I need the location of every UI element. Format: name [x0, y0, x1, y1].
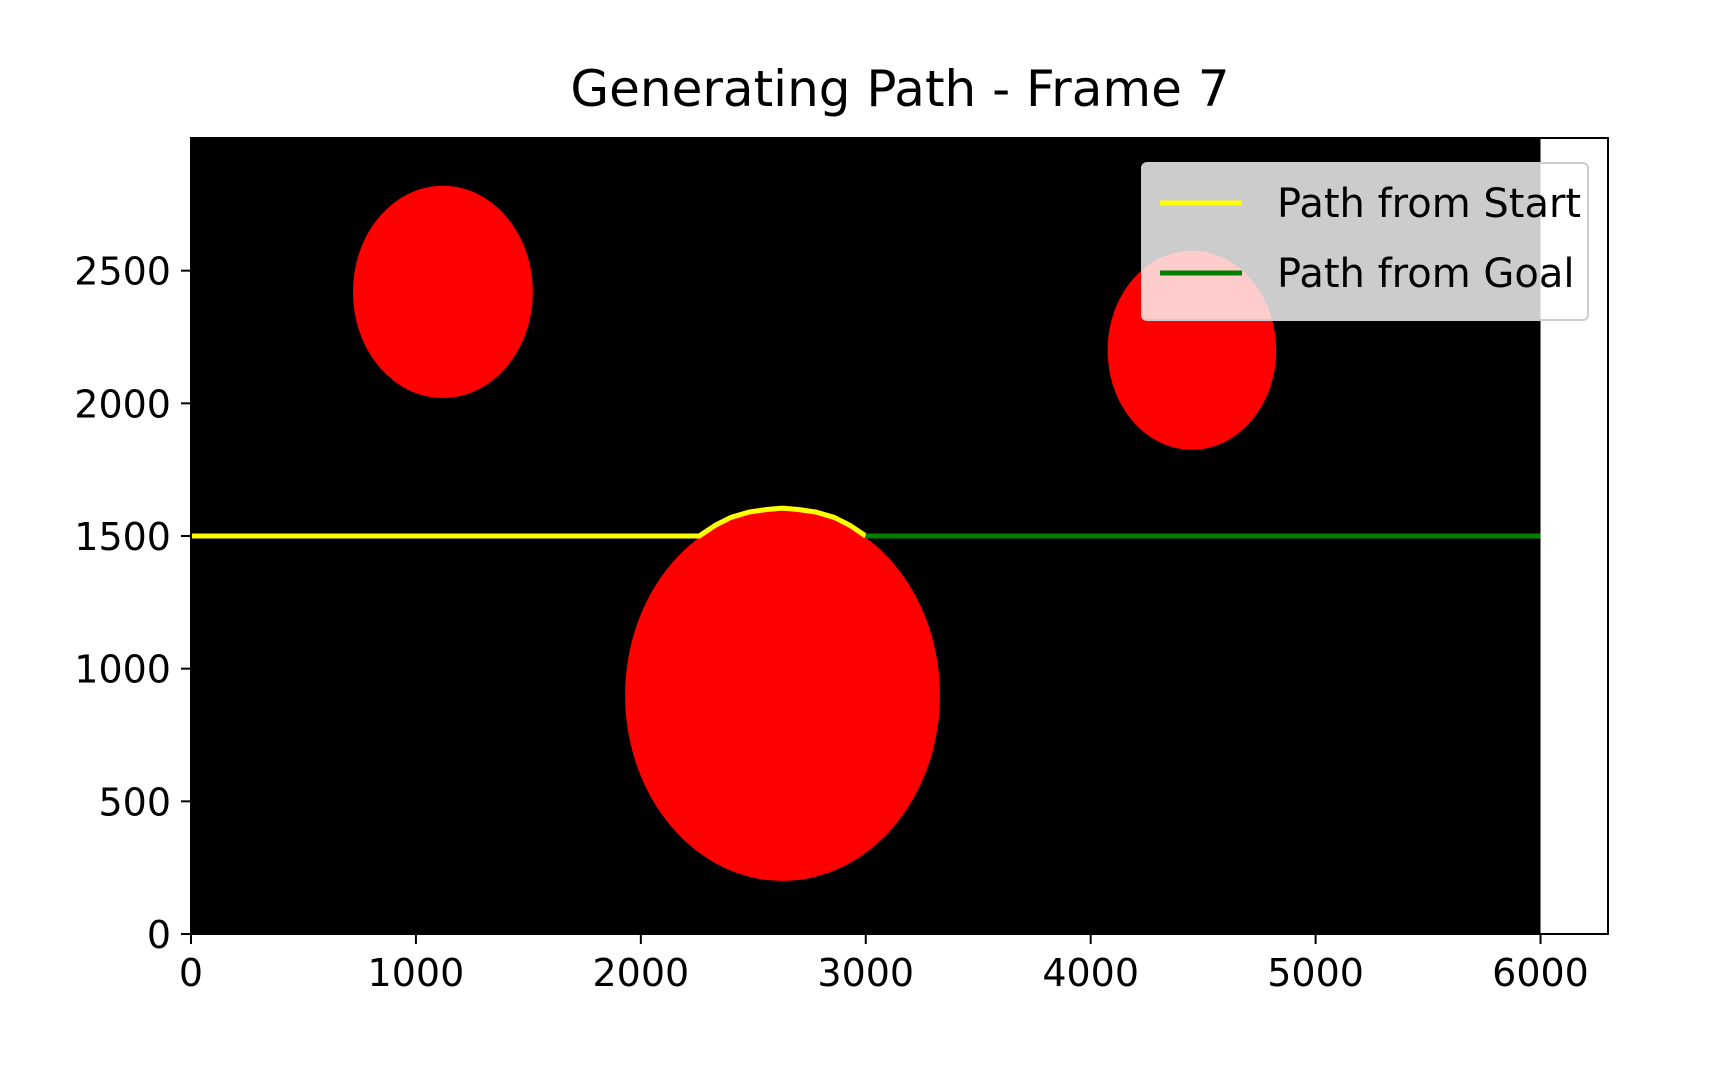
- legend-box: [1141, 162, 1589, 321]
- legend-label-1: Path from Start: [1277, 181, 1581, 227]
- x-axis: 0 1000 2000 3000 4000 5000 6000: [179, 934, 1589, 995]
- x-tick-label: 3000: [817, 951, 914, 995]
- x-tick-label: 5000: [1267, 951, 1364, 995]
- x-tick-label: 6000: [1492, 951, 1589, 995]
- chart-title: Generating Path - Frame 7: [570, 60, 1229, 118]
- y-tick-label: 2000: [74, 382, 171, 426]
- x-tick-label: 2000: [592, 951, 689, 995]
- obstacle-3: [625, 509, 940, 881]
- y-tick-label: 500: [98, 780, 171, 824]
- y-tick-label: 1000: [74, 648, 171, 692]
- x-tick-label: 4000: [1042, 951, 1139, 995]
- series-layer: [191, 505, 1541, 539]
- y-tick-label: 0: [147, 913, 171, 957]
- y-tick-label: 1500: [74, 515, 171, 559]
- legend-label-2: Path from Goal: [1277, 251, 1574, 297]
- legend-items: Path from Start Path from Goal: [1160, 181, 1581, 297]
- series-line-1: [191, 505, 868, 539]
- x-tick-label: 0: [179, 951, 203, 995]
- legend: Path from Start Path from Goal: [1141, 162, 1589, 321]
- obstacle-1: [352, 185, 533, 399]
- y-axis: 0 500 1000 1500 2000 2500: [74, 250, 191, 957]
- x-tick-label: 1000: [368, 951, 465, 995]
- y-tick-label: 2500: [74, 250, 171, 294]
